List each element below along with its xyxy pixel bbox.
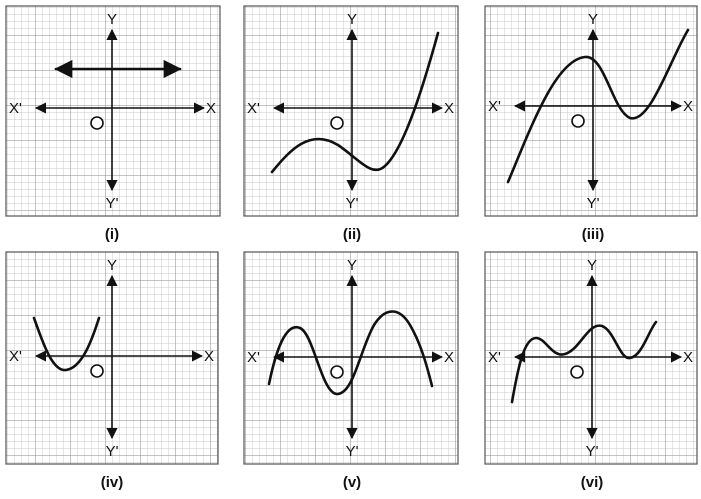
curve-ii <box>270 31 440 174</box>
y-axis-label-positive: Y <box>107 11 117 28</box>
x-axis-label-negative: X' <box>9 100 22 117</box>
origin-marker <box>90 364 104 378</box>
panel-caption-iii: (iii) <box>582 226 605 243</box>
x-axis-label-negative: X' <box>247 100 260 117</box>
curve-vi <box>510 320 658 404</box>
y-axis-label-negative: Y' <box>346 195 359 212</box>
x-axis-label-positive: X <box>444 100 454 117</box>
x-axis-label-negative: X' <box>488 349 501 366</box>
graph-panel-vi: Y Y' X' X (vi) <box>484 251 698 491</box>
y-axis-label-negative: Y' <box>106 195 119 212</box>
y-axis-label-positive: Y <box>107 257 117 274</box>
curve-v <box>267 310 434 396</box>
panel-caption-i: (i) <box>105 226 119 243</box>
y-axis-label-negative: Y' <box>587 195 600 212</box>
x-axis-label-positive: X <box>206 100 216 117</box>
y-axis-label-negative: Y' <box>586 443 599 460</box>
y-axis-label-positive: Y <box>587 257 597 274</box>
graph-panel-ii: Y Y' X' X (ii) <box>243 5 459 243</box>
panel-caption-ii: (ii) <box>343 226 361 243</box>
y-axis-label-negative: Y' <box>346 443 359 460</box>
origin-marker <box>90 116 104 130</box>
panel-caption-vi: (vi) <box>581 474 604 491</box>
panel-caption-iv: (iv) <box>101 474 124 491</box>
x-axis-label-positive: X <box>204 348 214 365</box>
origin-marker <box>571 114 585 128</box>
grid-background <box>243 5 459 217</box>
origin-marker <box>330 116 344 130</box>
graph-panel-v: Y Y' X' X (v) <box>243 251 459 491</box>
graph-panel-iv: Y Y' X' X (iv) <box>5 251 219 491</box>
y-axis-label-positive: Y <box>347 257 357 274</box>
x-axis-label-negative: X' <box>488 98 501 115</box>
grid-background <box>5 5 221 217</box>
x-axis-label-positive: X <box>683 349 693 366</box>
curve-iii <box>506 28 690 184</box>
x-axis-label-positive: X <box>444 349 454 366</box>
grid-background <box>484 251 698 465</box>
graph-panel-iii: Y Y' X' X (iii) <box>484 5 698 243</box>
x-axis-label-negative: X' <box>9 348 22 365</box>
x-axis-label-positive: X <box>683 98 693 115</box>
origin-marker <box>330 365 344 379</box>
graph-panel-i: Y Y' X' X (i) <box>5 5 221 243</box>
y-axis-label-positive: Y <box>347 11 357 28</box>
grid-background <box>484 5 698 217</box>
curve-iv <box>32 316 101 372</box>
y-axis-label-positive: Y <box>588 11 598 28</box>
panel-caption-v: (v) <box>343 474 361 491</box>
y-axis-label-negative: Y' <box>106 443 119 460</box>
origin-marker <box>570 365 584 379</box>
x-axis-label-negative: X' <box>247 349 260 366</box>
